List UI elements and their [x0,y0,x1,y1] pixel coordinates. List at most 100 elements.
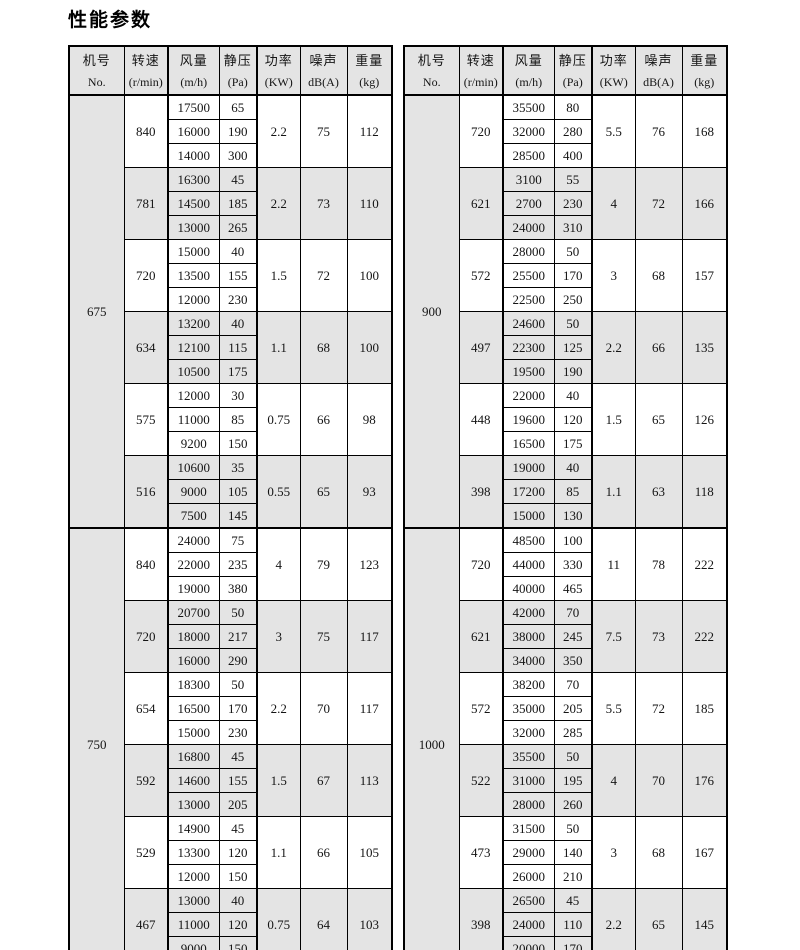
pressure-cell: 70 [553,672,593,697]
table-row: 750 840 24000 75 4 79 123 [68,527,393,950]
airflow-cell: 13000 [167,792,220,817]
airflow-cell: 20700 [167,600,220,625]
speed-cell: 621 [458,600,504,673]
airflow-cell: 24000 [167,527,220,553]
pressure-cell: 150 [218,431,258,456]
pressure-cell: 105 [218,479,258,504]
airflow-cell: 16500 [502,431,555,456]
table-row: 24000 310 [404,215,727,240]
airflow-cell: 10600 [167,455,220,480]
column-header-db-name: 噪声 [644,52,673,68]
airflow-cell: 35500 [502,94,555,120]
airflow-cell: 29000 [502,840,555,865]
column-header-flow: 风量 (m/h) [502,45,555,96]
power-cell: 4 [591,167,636,240]
airflow-cell: 12100 [167,335,220,360]
airflow-cell: 12000 [167,383,220,408]
column-header-no: 机号 No. [68,45,125,96]
noise-cell: 66 [299,383,348,456]
table-row: 26000 210 [404,864,727,889]
airflow-cell: 15000 [502,503,555,529]
column-header-db-name: 噪声 [309,52,338,68]
table-row: 16000 190 [69,119,392,144]
pressure-cell: 70 [553,600,593,625]
airflow-cell: 22000 [502,383,555,408]
column-header-no-name: 机号 [82,52,111,68]
airflow-cell: 24000 [502,215,555,240]
column-header-kw-name: 功率 [599,52,628,68]
table-row: 516 10600 35 0.55 65 93 [69,455,393,529]
table-row: 572 38200 70 5.5 72 185 [404,672,728,745]
airflow-cell: 16300 [167,167,220,192]
airflow-cell: 18300 [167,672,220,697]
noise-cell: 78 [634,527,683,601]
noise-cell: 67 [299,744,348,817]
column-header-no-unit: No. [422,74,441,89]
column-header-kw: 功率 (KW) [591,45,636,96]
power-cell: 4 [256,527,301,601]
pressure-cell: 120 [218,840,258,865]
column-header-rpm-name: 转速 [466,52,495,68]
power-cell: 5.5 [591,672,636,745]
table-row: 13500 155 [69,263,392,288]
airflow-cell: 34000 [502,648,555,673]
airflow-cell: 11000 [167,912,220,937]
column-header-rpm-unit: (r/min) [128,74,163,89]
table-row: 9000 105 [69,479,392,504]
airflow-cell: 40000 [502,576,555,601]
pressure-cell: 155 [218,768,258,793]
table-row: 11000 85 [69,407,392,432]
speed-cell: 398 [458,888,504,950]
weight-cell: 118 [681,455,728,529]
pressure-cell: 350 [553,648,593,673]
pressure-cell: 190 [553,359,593,384]
table-row: 19500 190 [404,359,727,384]
machine-no-cell: 750 [68,527,125,950]
table-row: 28000 260 [404,792,727,817]
airflow-cell: 24000 [502,912,555,937]
noise-cell: 68 [634,816,683,889]
pressure-cell: 140 [553,840,593,865]
weight-cell: 176 [681,744,728,817]
pressure-cell: 40 [553,455,593,480]
table-row: 398 19000 40 1.1 63 118 [404,455,728,529]
table-row: 572 28000 50 3 68 157 [404,239,728,312]
weight-cell: 117 [346,600,393,673]
table-row: 2700 230 [404,191,727,216]
column-header-rpm-name: 转速 [131,52,160,68]
airflow-cell: 26500 [502,888,555,913]
pressure-cell: 195 [553,768,593,793]
performance-table-left: 机号 No. 转速 (r/min) 风量 (m/h) 静压 (Pa) 功率 (KW) 噪声 dB(A)… [68,45,393,950]
pressure-cell: 185 [218,191,258,216]
airflow-cell: 35500 [502,744,555,769]
pressure-cell: 150 [218,936,258,950]
table-row: 25500 170 [404,263,727,288]
airflow-cell: 14600 [167,768,220,793]
column-header-db: 噪声 dB(A) [634,45,683,96]
power-cell: 0.75 [256,888,301,950]
pressure-cell: 205 [553,696,593,721]
power-cell: 1.5 [256,744,301,817]
power-cell: 11 [591,527,636,601]
table-row: 15000 130 [404,503,727,529]
pressure-cell: 40 [218,311,258,336]
airflow-cell: 10500 [167,359,220,384]
speed-cell: 654 [123,672,169,745]
airflow-cell: 22000 [167,552,220,577]
airflow-cell: 9000 [167,479,220,504]
pressure-cell: 175 [218,359,258,384]
column-header-kw-name: 功率 [264,52,293,68]
machine-no-cell: 675 [68,94,125,529]
pressure-cell: 380 [218,576,258,601]
airflow-cell: 18000 [167,624,220,649]
speed-cell: 497 [458,311,504,384]
airflow-cell: 19500 [502,359,555,384]
pressure-cell: 265 [218,215,258,240]
airflow-cell: 44000 [502,552,555,577]
page-title: 性能参数 [68,9,153,31]
airflow-cell: 17500 [167,94,220,120]
airflow-cell: 17200 [502,479,555,504]
pressure-cell: 45 [218,816,258,841]
column-header-pa-unit: (Pa) [562,74,583,89]
